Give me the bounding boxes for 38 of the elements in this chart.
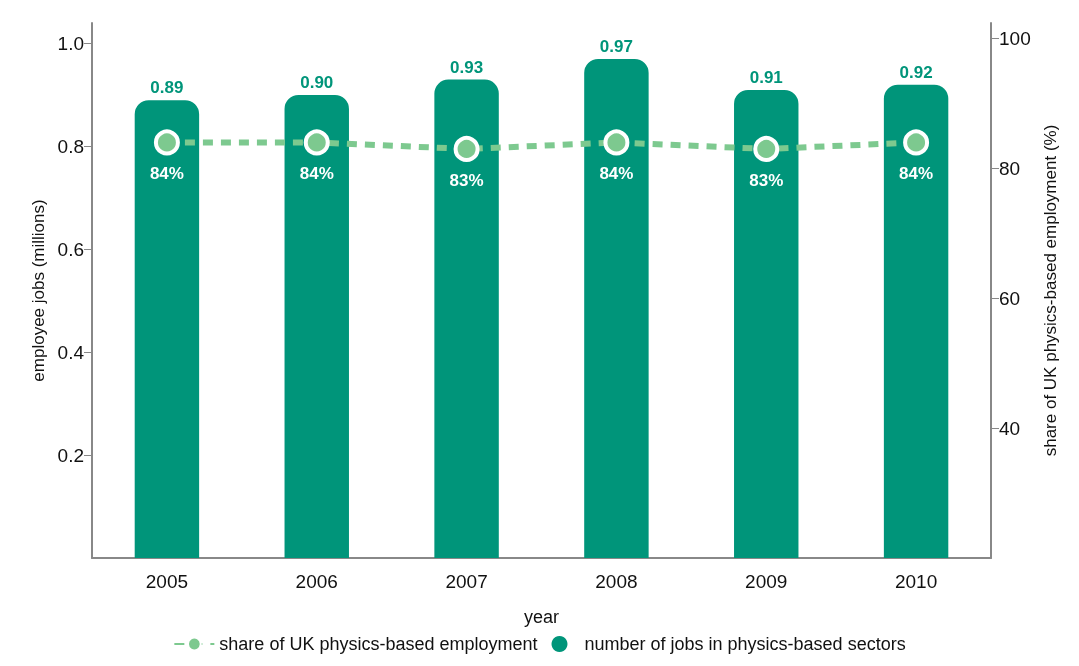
y2-tick-label: 100 (999, 28, 1031, 50)
y-tick-label: 0.6 (57, 238, 84, 260)
data-label: 0.89 (150, 78, 184, 98)
y-tick-label: 0.4 (57, 341, 85, 363)
y-tick-label: 0.2 (57, 444, 84, 466)
legend-label: share of UK physics-based employment (219, 634, 538, 654)
y2-axis-title: share of UK physics-based employment (%) (1040, 124, 1060, 457)
data-label: 0.97 (599, 37, 633, 57)
y-tick-label: 0.8 (57, 135, 84, 157)
bar (883, 84, 949, 558)
x-tick-label: 2010 (894, 571, 938, 592)
data-label: 83% (449, 170, 484, 190)
data-label: 84% (149, 164, 184, 184)
x-tick-label: 2006 (295, 571, 338, 592)
y2-tick-label: 80 (999, 157, 1021, 179)
bar (434, 79, 499, 558)
y-axis-title: employee jobs (millions) (28, 199, 48, 382)
legend-label: number of jobs in physics-based sectors (584, 634, 906, 654)
y2-tick-label: 60 (999, 287, 1021, 309)
x-tick-label: 2005 (145, 571, 189, 592)
x-tick-label: 2009 (745, 571, 788, 592)
x-tick-label: 2007 (445, 571, 488, 592)
data-label: 0.90 (300, 73, 334, 93)
data-label: 0.91 (749, 67, 783, 87)
bar (134, 100, 200, 558)
x-tick-label: 2008 (595, 571, 638, 592)
bar (584, 59, 649, 558)
data-label: 0.93 (450, 57, 484, 77)
y2-tick-label: 40 (999, 417, 1021, 439)
bar (734, 89, 799, 558)
data-label: 84% (899, 164, 934, 184)
x-axis-title: year (523, 607, 560, 627)
data-label: 84% (599, 164, 634, 184)
data-label: 0.92 (899, 62, 933, 82)
bar (284, 95, 349, 558)
data-label: 84% (299, 164, 334, 184)
data-label: 83% (749, 170, 784, 190)
y-tick-label: 1.0 (57, 33, 84, 55)
